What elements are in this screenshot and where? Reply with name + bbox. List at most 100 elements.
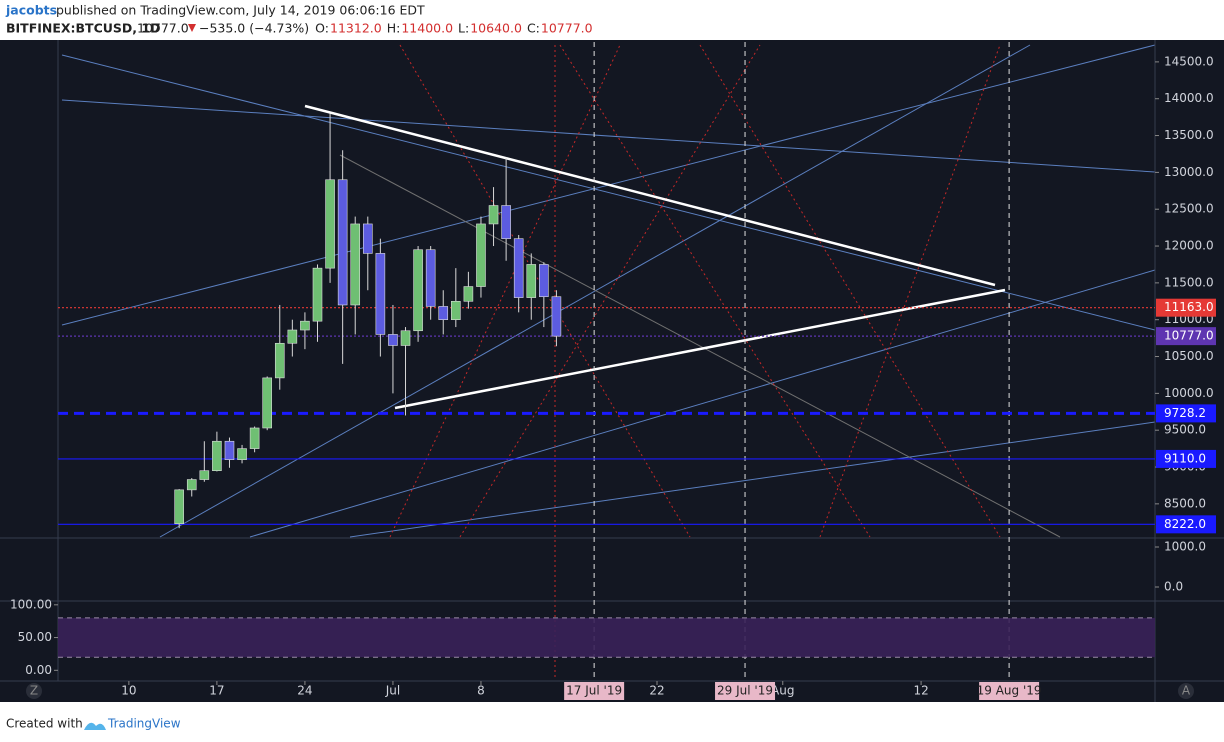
y-tick-label: 50.00 [18,630,52,644]
event-label: 17 Jul '19 [566,684,622,698]
y-tick-label: 10500.0 [1164,349,1214,363]
candle-body [186,479,197,491]
trend-line [61,99,1156,173]
ohlc-label: C: [527,21,540,36]
author[interactable]: jacobts [5,3,57,18]
candle-body [539,264,549,298]
y-tick-label: 10000.0 [1164,386,1214,400]
candle-body [476,223,486,287]
candle-body [551,296,562,337]
y-tick-label: 0.0 [1164,580,1183,594]
zoom-label[interactable]: Z [30,684,38,698]
candle-body [488,205,499,225]
y-tick-label: 8500.0 [1164,496,1206,510]
triangle-upper [304,104,996,287]
auto-label[interactable]: A [1182,684,1191,698]
ohlc-value: 11312.0 [330,21,382,36]
candle-body [224,440,235,460]
x-tick-label: Aug [771,684,794,698]
y-tick-label: 12000.0 [1164,239,1214,253]
x-tick-label: 24 [297,684,312,698]
price-label-box [1156,404,1216,423]
y-tick-label: 12500.0 [1164,202,1214,216]
price-label: 10777.0 [1164,329,1214,343]
candle-body [463,286,474,302]
footer-brand[interactable]: TradingView [107,717,181,731]
event-label: 19 Aug '19 [977,684,1042,698]
auto-button[interactable] [1178,683,1194,699]
stoch-band [58,617,1155,658]
last-price: 10777.0 [137,21,189,36]
candle-body [388,334,398,346]
x-tick-label: 10 [121,684,136,698]
ohlc-label: H: [387,21,401,36]
symbol: BITFINEX:BTCUSD, 1D [6,21,160,36]
fib-line [819,44,1001,538]
x-tick-label: 22 [649,684,664,698]
triangle-lower [394,288,1006,410]
price-label-box [1156,449,1216,468]
candle-body [425,249,436,307]
down-arrow [188,24,196,32]
y-tick-label: 11500.0 [1164,275,1214,289]
candle-body [513,238,524,298]
fib-line [459,44,761,538]
candle-body [312,267,323,322]
candle-body [337,179,348,306]
x-tick-label: 17 [209,684,224,698]
y-tick-label: 14000.0 [1164,91,1214,105]
event-box [979,682,1040,700]
y-tick-label: 100.00 [10,597,52,611]
candle-body [362,223,373,254]
ohlc-label: O: [315,21,329,36]
candle-body [287,329,298,344]
candle-body [400,330,411,346]
candle-body [526,264,537,298]
ohlc-label: L: [458,21,469,36]
y-tick-label: 1000.0 [1164,540,1206,554]
candle-body [451,300,461,321]
zoom-button[interactable] [26,683,42,699]
x-tick-label: 12 [913,684,928,698]
candle-body [262,377,272,429]
candle-body [325,179,335,269]
y-tick-label: 0.00 [25,663,52,677]
candle-body [212,440,222,472]
trend-line [349,421,1156,538]
price-label-box [1156,298,1216,317]
x-tick-label: Jul [385,684,400,698]
candle-body [350,223,361,306]
ohlc-value: 10777.0 [541,21,593,36]
published: published on TradingView.com, July 14, 2… [56,3,425,18]
logo [84,722,106,730]
price-label: 11163.0 [1164,300,1214,314]
y-tick-label: 14500.0 [1164,54,1214,68]
fib-line [699,44,1001,538]
y-tick-label: 13000.0 [1164,165,1214,179]
price-label: 9728.2 [1164,406,1206,420]
chart-background [0,40,1224,702]
event-box [564,682,625,700]
trend-line [249,269,1156,538]
candle-body [199,470,210,480]
price-label: 9110.0 [1164,451,1206,465]
candle-body [300,320,310,331]
trend-line [159,44,1031,538]
event-box [715,682,776,700]
change: −535.0 (−4.73%) [199,21,309,36]
y-tick-label: 13500.0 [1164,128,1214,142]
candle-body [249,427,260,449]
price-label: 8222.0 [1164,517,1206,531]
trend-line [339,154,1061,538]
candle-body [174,489,184,525]
event-label: 29 Jul '19 [717,684,773,698]
price-label-box [1156,515,1216,534]
y-tick-label: 9500.0 [1164,423,1206,437]
x-tick-label: 8 [477,684,485,698]
candle-body [438,306,449,321]
candle-body [237,448,247,460]
drawings [61,44,1156,680]
ohlc-value: 10640.0 [470,21,522,36]
